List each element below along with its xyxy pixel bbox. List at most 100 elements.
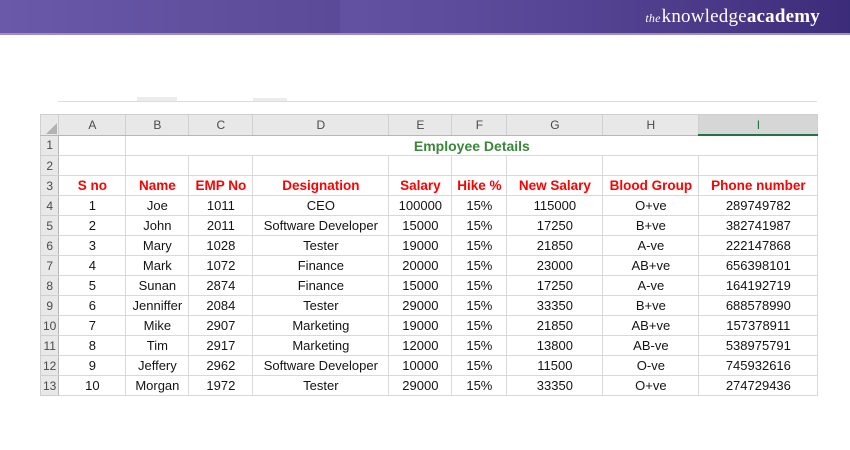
row-header-11[interactable]: 11 bbox=[39, 335, 60, 356]
cell-D8[interactable]: Finance bbox=[252, 275, 390, 296]
cell-E11[interactable]: 12000 bbox=[388, 335, 453, 356]
row-header-8[interactable]: 8 bbox=[39, 275, 60, 296]
cell-I2[interactable] bbox=[698, 155, 819, 176]
cell-A10[interactable]: 7 bbox=[58, 315, 127, 336]
cell-A9[interactable]: 6 bbox=[58, 295, 127, 316]
cell-F11[interactable]: 15% bbox=[451, 335, 508, 356]
cell-I13[interactable]: 274729436 bbox=[698, 375, 819, 396]
cell-A11[interactable]: 8 bbox=[58, 335, 127, 356]
cell-H2[interactable] bbox=[602, 155, 700, 176]
column-header-G[interactable]: G bbox=[506, 114, 604, 136]
cell-A7[interactable]: 4 bbox=[58, 255, 127, 276]
cell-A1[interactable] bbox=[58, 134, 127, 156]
cell-E2[interactable] bbox=[388, 155, 453, 176]
cell-A3[interactable]: S no bbox=[58, 175, 127, 196]
cell-A6[interactable]: 3 bbox=[58, 235, 127, 256]
cell-B4[interactable]: Joe bbox=[125, 195, 190, 216]
cell-B8[interactable]: Sunan bbox=[125, 275, 190, 296]
cell-C8[interactable]: 2874 bbox=[188, 275, 254, 296]
cell-I12[interactable]: 745932616 bbox=[698, 355, 819, 376]
cell-C13[interactable]: 1972 bbox=[188, 375, 254, 396]
cell-A8[interactable]: 5 bbox=[58, 275, 127, 296]
cell-H11[interactable]: AB-ve bbox=[602, 335, 700, 356]
cell-F5[interactable]: 15% bbox=[451, 215, 508, 236]
row-header-1[interactable]: 1 bbox=[39, 134, 60, 156]
row-header-4[interactable]: 4 bbox=[39, 195, 60, 216]
cell-H5[interactable]: B+ve bbox=[602, 215, 700, 236]
cell-G12[interactable]: 11500 bbox=[506, 355, 604, 376]
cell-A4[interactable]: 1 bbox=[58, 195, 127, 216]
cell-F4[interactable]: 15% bbox=[451, 195, 508, 216]
cell-I6[interactable]: 222147868 bbox=[698, 235, 819, 256]
cell-F3[interactable]: Hike % bbox=[451, 175, 508, 196]
column-header-A[interactable]: A bbox=[58, 114, 127, 136]
cell-F10[interactable]: 15% bbox=[451, 315, 508, 336]
cell-I8[interactable]: 164192719 bbox=[698, 275, 819, 296]
cell-B9[interactable]: Jenniffer bbox=[125, 295, 190, 316]
cell-E10[interactable]: 19000 bbox=[388, 315, 453, 336]
cell-I11[interactable]: 538975791 bbox=[698, 335, 819, 356]
column-header-E[interactable]: E bbox=[388, 114, 453, 136]
cell-G13[interactable]: 33350 bbox=[506, 375, 604, 396]
cell-D10[interactable]: Marketing bbox=[252, 315, 390, 336]
cell-G7[interactable]: 23000 bbox=[506, 255, 604, 276]
cell-C3[interactable]: EMP No bbox=[188, 175, 254, 196]
cell-E3[interactable]: Salary bbox=[388, 175, 453, 196]
column-header-H[interactable]: H bbox=[602, 114, 700, 136]
row-header-7[interactable]: 7 bbox=[39, 255, 60, 276]
cell-H8[interactable]: A-ve bbox=[602, 275, 700, 296]
cell-G9[interactable]: 33350 bbox=[506, 295, 604, 316]
cell-F8[interactable]: 15% bbox=[451, 275, 508, 296]
cell-C6[interactable]: 1028 bbox=[188, 235, 254, 256]
cell-D11[interactable]: Marketing bbox=[252, 335, 390, 356]
cell-B5[interactable]: John bbox=[125, 215, 190, 236]
cell-A12[interactable]: 9 bbox=[58, 355, 127, 376]
cell-H6[interactable]: A-ve bbox=[602, 235, 700, 256]
cell-D2[interactable] bbox=[252, 155, 390, 176]
cell-C5[interactable]: 2011 bbox=[188, 215, 254, 236]
cell-D7[interactable]: Finance bbox=[252, 255, 390, 276]
row-header-3[interactable]: 3 bbox=[39, 175, 60, 196]
column-header-F[interactable]: F bbox=[451, 114, 508, 136]
row-header-10[interactable]: 10 bbox=[39, 315, 60, 336]
cell-F2[interactable] bbox=[451, 155, 508, 176]
cell-B10[interactable]: Mike bbox=[125, 315, 190, 336]
cell-A5[interactable]: 2 bbox=[58, 215, 127, 236]
cell-D6[interactable]: Tester bbox=[252, 235, 390, 256]
cell-E8[interactable]: 15000 bbox=[388, 275, 453, 296]
cell-H10[interactable]: AB+ve bbox=[602, 315, 700, 336]
cell-F6[interactable]: 15% bbox=[451, 235, 508, 256]
column-header-I[interactable]: I bbox=[698, 114, 819, 136]
cell-E9[interactable]: 29000 bbox=[388, 295, 453, 316]
cell-C12[interactable]: 2962 bbox=[188, 355, 254, 376]
cell-H12[interactable]: O-ve bbox=[602, 355, 700, 376]
row-header-12[interactable]: 12 bbox=[39, 355, 60, 376]
cell-I7[interactable]: 656398101 bbox=[698, 255, 819, 276]
cell-D12[interactable]: Software Developer bbox=[252, 355, 390, 376]
cell-H7[interactable]: AB+ve bbox=[602, 255, 700, 276]
cell-E13[interactable]: 29000 bbox=[388, 375, 453, 396]
cell-B3[interactable]: Name bbox=[125, 175, 190, 196]
cell-C4[interactable]: 1011 bbox=[188, 195, 254, 216]
row-header-6[interactable]: 6 bbox=[39, 235, 60, 256]
cell-G10[interactable]: 21850 bbox=[506, 315, 604, 336]
cell-A13[interactable]: 10 bbox=[58, 375, 127, 396]
cell-F7[interactable]: 15% bbox=[451, 255, 508, 276]
cell-H3[interactable]: Blood Group bbox=[602, 175, 700, 196]
cell-I9[interactable]: 688578990 bbox=[698, 295, 819, 316]
column-header-C[interactable]: C bbox=[188, 114, 254, 136]
cell-E12[interactable]: 10000 bbox=[388, 355, 453, 376]
row-header-2[interactable]: 2 bbox=[39, 155, 60, 176]
cell-B2[interactable] bbox=[125, 155, 190, 176]
cell-G5[interactable]: 17250 bbox=[506, 215, 604, 236]
column-header-B[interactable]: B bbox=[125, 114, 190, 136]
cell-C11[interactable]: 2917 bbox=[188, 335, 254, 356]
cell-I10[interactable]: 157378911 bbox=[698, 315, 819, 336]
cell-I4[interactable]: 289749782 bbox=[698, 195, 819, 216]
cell-B7[interactable]: Mark bbox=[125, 255, 190, 276]
cell-G6[interactable]: 21850 bbox=[506, 235, 604, 256]
cell-C2[interactable] bbox=[188, 155, 254, 176]
cell-B6[interactable]: Mary bbox=[125, 235, 190, 256]
cell-F12[interactable]: 15% bbox=[451, 355, 508, 376]
cell-E7[interactable]: 20000 bbox=[388, 255, 453, 276]
